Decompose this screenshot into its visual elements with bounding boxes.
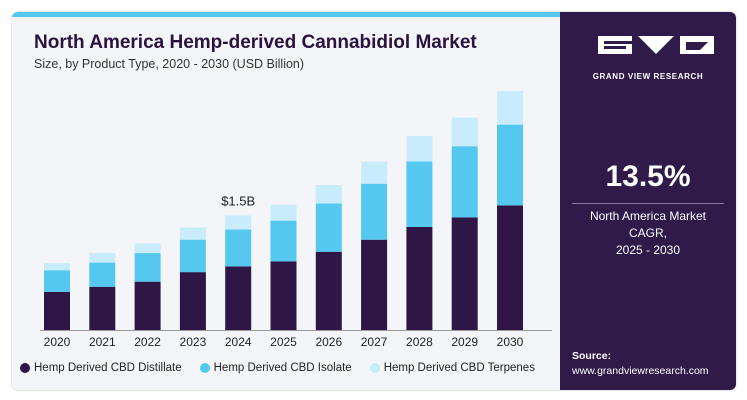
x-tick-label-2028: 2028	[406, 335, 433, 349]
legend-label-distillate: Hemp Derived CBD Distillate	[34, 362, 182, 374]
x-tick-label-2024: 2024	[225, 335, 252, 349]
chart-legend: Hemp Derived CBD Distillate Hemp Derived…	[20, 362, 535, 374]
x-tick-label-2026: 2026	[315, 335, 342, 349]
bar-segment-2024-distillate	[225, 266, 252, 330]
legend-item-isolate: Hemp Derived CBD Isolate	[199, 362, 352, 374]
x-tick-label-2020: 2020	[44, 335, 71, 349]
bar-segment-2025-isolate	[270, 220, 297, 262]
bar-segment-2028-isolate	[406, 161, 433, 227]
chart-subtitle: Size, by Product Type, 2020 - 2030 (USD …	[34, 57, 305, 71]
legend-label-terpenes: Hemp Derived CBD Terpenes	[383, 362, 535, 374]
cagr-label-line2: 2025 - 2030	[615, 243, 681, 257]
logo-wordmark: GRAND VIEW RESEARCH	[592, 72, 704, 81]
legend-dot-terpenes	[369, 363, 380, 373]
bar-segment-2029-terpenes	[451, 117, 478, 147]
bar-segment-2023-terpenes	[179, 227, 206, 240]
x-tick-label-2027: 2027	[361, 335, 388, 349]
bar-segment-2026-terpenes	[315, 185, 342, 204]
accent-bar	[12, 12, 560, 17]
bar-segment-2021-terpenes	[89, 253, 116, 263]
data-label-2024: $1.5B	[221, 194, 255, 209]
bar-segment-2022-isolate	[134, 253, 161, 282]
bar-segment-2025-distillate	[270, 261, 297, 330]
bar-segment-2027-distillate	[361, 239, 388, 330]
bar-segment-2030-terpenes	[497, 90, 523, 125]
bar-segment-2028-distillate	[406, 226, 433, 330]
bar-segment-2025-terpenes	[270, 204, 297, 221]
bar-segment-2026-isolate	[315, 203, 342, 252]
source-label: Source:	[572, 350, 612, 362]
stacked-bar-chart: 2020 2021 2022 2023 2024 $1.5B 2025 2026 2027 202…	[40, 90, 552, 349]
bar-segment-2023-distillate	[179, 272, 206, 330]
bar-segment-2029-isolate	[451, 146, 478, 218]
bar-segment-2021-isolate	[89, 262, 116, 287]
x-tick-label-2025: 2025	[270, 335, 297, 349]
bar-segment-2021-distillate	[89, 286, 116, 330]
info-sidebar: GRAND VIEW RESEARCH 13.5% North America …	[560, 12, 736, 390]
bar-segment-2022-distillate	[134, 281, 161, 330]
x-tick-label-2023: 2023	[180, 335, 207, 349]
chart-card: North America Hemp-derived Cannabidiol M…	[12, 12, 736, 390]
legend-label-isolate: Hemp Derived CBD Isolate	[213, 362, 352, 374]
bar-segment-2030-isolate	[497, 124, 523, 206]
bar-segment-2030-distillate	[497, 205, 523, 330]
divider	[572, 203, 724, 204]
bar-segment-2024-isolate	[225, 229, 252, 267]
cagr-label-line1: North America Market CAGR,	[589, 209, 707, 240]
grand-view-research-logo	[598, 36, 714, 54]
bar-segment-2026-distillate	[315, 251, 342, 330]
bar-segment-2023-isolate	[179, 239, 206, 273]
legend-item-terpenes: Hemp Derived CBD Terpenes	[369, 362, 535, 374]
legend-item-distillate: Hemp Derived CBD Distillate	[20, 362, 182, 374]
bar-segment-2028-terpenes	[406, 136, 433, 162]
cagr-value: 13.5%	[605, 160, 691, 193]
cagr-label: North America Market CAGR, 2025 - 2030	[570, 208, 726, 259]
x-tick-label-2022: 2022	[134, 335, 161, 349]
x-tick-label-2029: 2029	[451, 335, 478, 349]
bar-segment-2020-distillate	[44, 291, 70, 330]
bar-segment-2029-distillate	[451, 217, 478, 330]
chart-title: North America Hemp-derived Cannabidiol M…	[34, 32, 477, 53]
bar-segment-2022-terpenes	[134, 243, 161, 254]
legend-dot-isolate	[199, 363, 210, 373]
x-tick-label-2030: 2030	[497, 335, 524, 349]
source-link[interactable]: www.grandviewresearch.com	[572, 365, 709, 377]
bar-segment-2027-terpenes	[361, 161, 388, 184]
bar-segment-2024-terpenes	[225, 215, 252, 230]
bar-segment-2020-terpenes	[44, 263, 70, 271]
legend-dot-distillate	[20, 363, 30, 373]
bar-segment-2020-isolate	[44, 270, 70, 292]
x-tick-label-2021: 2021	[89, 335, 116, 349]
bar-segment-2027-isolate	[361, 183, 388, 240]
